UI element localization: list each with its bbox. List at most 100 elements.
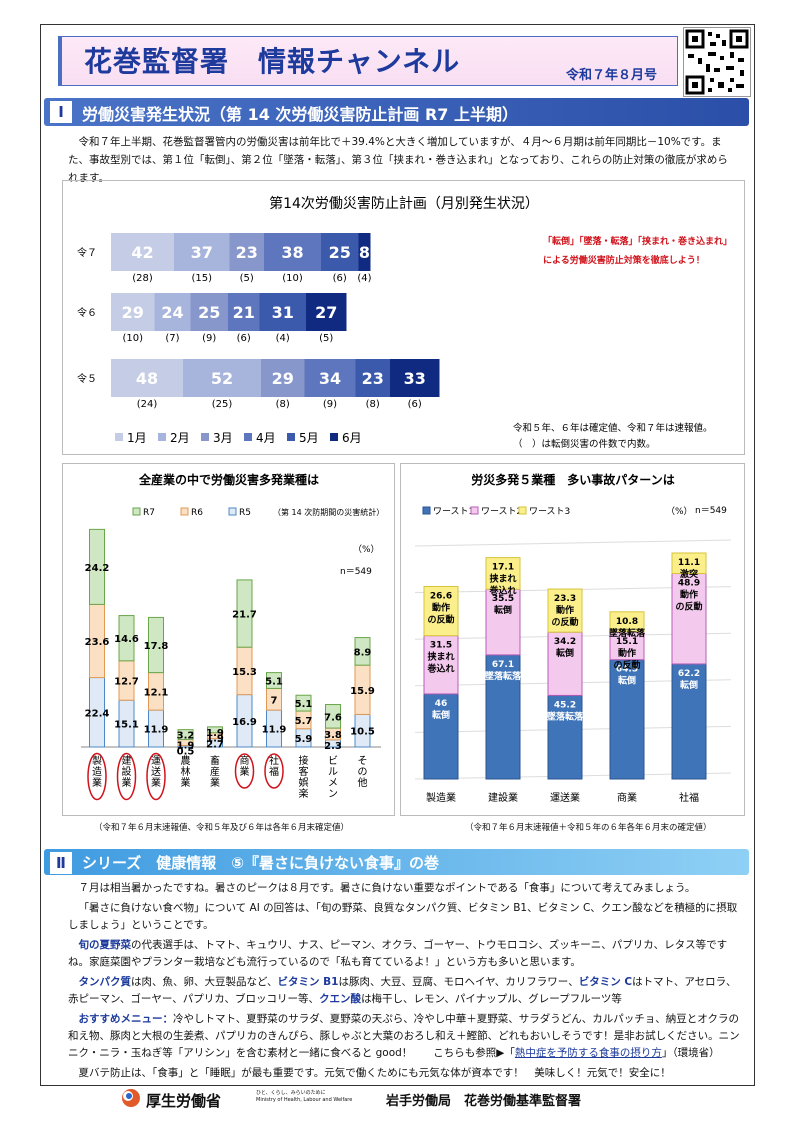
section1-paragraph: 令和７年上半期、花巻監督署管内の労働災害は前年比で＋39.4%と大きく増加してい… bbox=[68, 136, 728, 184]
menu-heading: おすすめメニュー： bbox=[78, 1013, 174, 1025]
bar-sub-label: (10) bbox=[122, 333, 143, 344]
menu-text: 冷やしトマト、夏野菜のサラダ、夏野菜の天ぷら、冷やし中華＋夏野菜、サラダうどん、… bbox=[68, 1013, 740, 1059]
protein-heading: タンパク質 bbox=[78, 976, 132, 988]
bar-value-label: 25 bbox=[329, 243, 351, 262]
vitamin-b1-text: は豚肉、大豆、豆腐、モロヘイヤ、カリフラワー、 bbox=[338, 976, 579, 988]
bar-pattern-label: 転倒 bbox=[432, 709, 450, 721]
legend-swatch bbox=[422, 506, 431, 515]
legend-swatch bbox=[470, 506, 479, 515]
section1-number: Ⅰ bbox=[50, 101, 72, 123]
bar-pattern-label: 転倒 bbox=[556, 647, 574, 659]
bar-pattern-label: の反動 bbox=[551, 616, 578, 628]
monthly-chart-svg: 第14次労働災害防止計画（月別発生状況） 令７ 42 (28) 37 (15) 23 (5) 3… bbox=[77, 195, 732, 450]
category-label-char: 産 bbox=[210, 765, 220, 778]
bar-value-label: 46 bbox=[435, 699, 448, 709]
bar-segment bbox=[354, 637, 371, 666]
bar-sub-label: (7) bbox=[165, 333, 179, 344]
category-label: 運送業 bbox=[550, 791, 580, 804]
category-label-char: の bbox=[358, 767, 368, 778]
bar-segment bbox=[261, 359, 305, 397]
vitamin-c-text: はトマト、アセロラ、赤ピーマン、ゴーヤー、パプリカ、ブロッコリー等、 bbox=[68, 976, 737, 1005]
bar-segment bbox=[229, 233, 264, 271]
bar-value-label: 5.1 bbox=[295, 699, 313, 710]
office-name: 岩手労働局 花巻労働基準監督署 bbox=[386, 1094, 582, 1109]
bar-value-label: 34 bbox=[319, 369, 341, 388]
protein-text: は肉、魚、卵、大豆製品など、 bbox=[131, 976, 278, 988]
n-label: n＝549 bbox=[695, 506, 727, 516]
bar-segment bbox=[609, 659, 645, 780]
bar-value-label: 24.2 bbox=[85, 563, 110, 574]
bar-value-label: 17.8 bbox=[144, 641, 169, 652]
bar-value-label: 64.5 bbox=[616, 665, 638, 675]
bar-segment bbox=[259, 293, 306, 331]
category-label-char: 業 bbox=[181, 776, 191, 789]
vegetable-heading: 旬の夏野菜 bbox=[78, 939, 132, 951]
bar-sub-label: (6) bbox=[333, 273, 347, 284]
bar-segment bbox=[183, 359, 261, 397]
bar-value-label: 1.9 bbox=[206, 728, 224, 739]
bar-value-label: 16.9 bbox=[232, 717, 257, 728]
legend-label: 5月 bbox=[299, 431, 319, 445]
bar-value-label: 23.6 bbox=[85, 637, 110, 648]
annotation-line2: による労働災害防止対策を徹底しよう！ bbox=[543, 254, 705, 266]
bar-segment bbox=[671, 573, 707, 665]
legend-swatch bbox=[180, 507, 189, 516]
bar-pattern-label: 転倒 bbox=[494, 604, 512, 616]
bar-sub-label: (10) bbox=[282, 273, 303, 284]
n-label: n＝549 bbox=[340, 567, 372, 577]
bar-value-label: 11.1 bbox=[678, 558, 700, 568]
bar-segment bbox=[423, 693, 459, 780]
bar-value-label: 1.9 bbox=[177, 741, 195, 752]
title-banner bbox=[58, 36, 678, 86]
bar-segment bbox=[485, 654, 521, 780]
bar-value-label: 31 bbox=[272, 303, 294, 322]
vegetable-text: の代表選手は、トマト、キュウリ、ナス、ピーマン、オクラ、ゴーヤー、トウモロコシ、… bbox=[68, 939, 728, 968]
legend-swatch bbox=[228, 507, 237, 516]
bar-value-label: 15.9 bbox=[350, 686, 375, 697]
category-label-char: ビ bbox=[328, 755, 338, 767]
bar-value-label: 5.1 bbox=[265, 677, 283, 688]
qr-code[interactable] bbox=[683, 27, 751, 97]
bar-pattern-label: 巻込れ bbox=[488, 585, 516, 597]
bar-value-label: 35.5 bbox=[492, 594, 514, 604]
bar-pattern-label: 転倒 bbox=[618, 675, 636, 687]
bar-value-label: 12.1 bbox=[144, 687, 169, 698]
bar-pattern-label: 墜落転落 bbox=[547, 710, 584, 722]
menu-text-end: 」（環境省） bbox=[661, 1047, 720, 1059]
bar-pattern-label: 墜落転落 bbox=[485, 670, 522, 682]
bar-segment bbox=[358, 233, 371, 271]
ministry-sub: ひと、くらし、みらいのために Ministry of Health, Labour… bbox=[256, 1090, 352, 1104]
bar-segment bbox=[547, 694, 583, 780]
bar-sub-label: (8) bbox=[366, 399, 380, 410]
section2-p5: おすすめメニュー：冷やしトマト、夏野菜のサラダ、夏野菜の天ぷら、冷やし中華＋夏野… bbox=[68, 1011, 743, 1062]
page-title: 花巻監督署 情報チャンネル bbox=[84, 45, 461, 78]
bar-segment bbox=[423, 585, 459, 637]
category-label-char: 楽 bbox=[299, 787, 309, 800]
unit-label: （%） bbox=[353, 544, 380, 555]
category-circle bbox=[264, 753, 284, 789]
bar-segment bbox=[304, 359, 356, 397]
section1-header: Ⅰ 労働災害発生状況（第 14 次労働災害防止計画 R7 上半期） bbox=[44, 98, 749, 126]
bar-value-label: 62.2 bbox=[678, 669, 700, 679]
legend-label: ワースト2 bbox=[481, 507, 522, 517]
bar-pattern-label: 転倒 bbox=[680, 679, 698, 691]
bar-segment bbox=[325, 704, 341, 729]
bar-pattern-label: 巻込れ bbox=[426, 663, 454, 675]
bar-segment bbox=[207, 726, 223, 734]
bar-value-label: 42 bbox=[131, 243, 153, 262]
bar-value-label: 2.3 bbox=[324, 741, 342, 752]
bar-value-label: 10.5 bbox=[350, 727, 375, 738]
row-label: 令６ bbox=[77, 306, 97, 319]
bar-value-label: 25 bbox=[198, 303, 220, 322]
reference-link[interactable]: 熱中症を予防する食事の摂り方 bbox=[514, 1047, 662, 1059]
chart-title: 全産業の中で労働災害多発業種は bbox=[138, 472, 319, 487]
legend-label: 3月 bbox=[213, 431, 233, 445]
category-label-char: 林 bbox=[181, 765, 191, 778]
bar-value-label: 10.8 bbox=[616, 617, 638, 627]
bar-value-label: 14.6 bbox=[114, 634, 139, 645]
bar-value-label: 3.2 bbox=[177, 731, 195, 742]
bar-value-label: 5.9 bbox=[295, 734, 313, 745]
bar-value-label: 24 bbox=[161, 303, 183, 322]
bar-value-label: 34.2 bbox=[554, 637, 576, 647]
bar-segment bbox=[266, 672, 282, 689]
